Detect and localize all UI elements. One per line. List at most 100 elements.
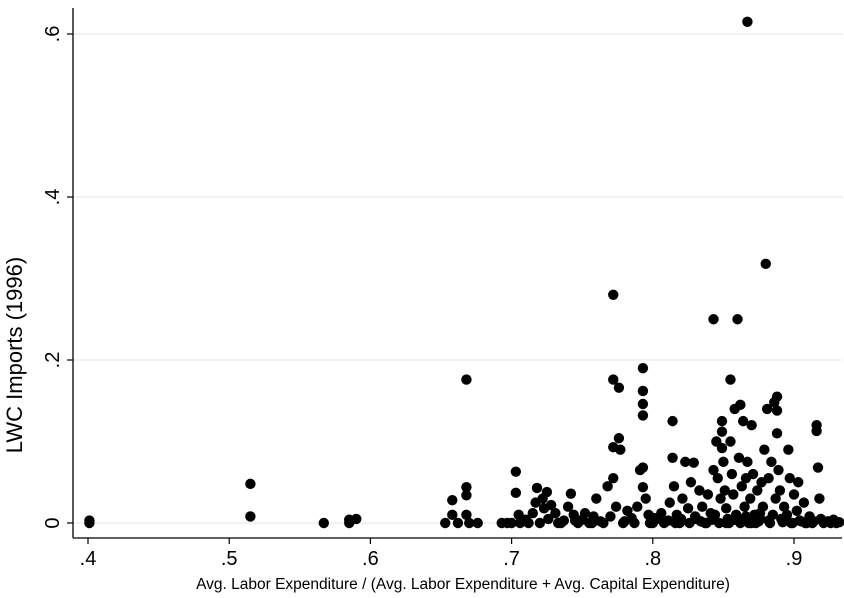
data-point bbox=[716, 442, 728, 454]
data-point bbox=[464, 517, 475, 529]
data-point bbox=[562, 501, 574, 512]
data-point bbox=[763, 472, 774, 484]
data-point bbox=[531, 482, 543, 494]
y-axis-title: LWC Imports (1996) bbox=[2, 257, 27, 453]
data-point bbox=[447, 494, 458, 506]
data-point bbox=[351, 513, 362, 525]
data-point bbox=[732, 314, 743, 325]
data-point bbox=[728, 489, 739, 500]
data-point bbox=[745, 493, 756, 504]
data-point bbox=[682, 503, 694, 514]
data-point bbox=[719, 485, 731, 496]
data-point bbox=[778, 501, 790, 512]
x-tick-label: .9 bbox=[786, 548, 803, 570]
data-point bbox=[746, 517, 757, 529]
data-points bbox=[84, 16, 844, 529]
data-point bbox=[637, 362, 649, 374]
data-point bbox=[737, 415, 749, 427]
y-tick-label: .6 bbox=[42, 26, 64, 43]
data-point bbox=[697, 501, 708, 512]
data-point bbox=[461, 374, 472, 385]
data-point bbox=[543, 513, 554, 525]
data-point bbox=[718, 456, 729, 468]
data-point bbox=[629, 517, 640, 529]
data-point bbox=[675, 513, 687, 525]
data-point bbox=[771, 391, 783, 402]
data-point bbox=[800, 517, 811, 529]
data-point bbox=[733, 452, 745, 463]
data-point bbox=[742, 16, 753, 27]
data-point bbox=[608, 289, 619, 300]
data-point bbox=[668, 481, 680, 492]
data-point bbox=[452, 517, 464, 529]
data-point bbox=[318, 517, 330, 529]
data-point bbox=[545, 499, 557, 511]
x-axis-title: Avg. Labor Expenditure / (Avg. Labor Exp… bbox=[196, 576, 730, 593]
data-point bbox=[637, 481, 649, 493]
data-point bbox=[708, 314, 719, 325]
tick-labels: 0 .2 .4 .6 .4 .5 .6 .7 .8 .9 bbox=[42, 26, 802, 570]
y-tick-label: 0 bbox=[42, 517, 64, 528]
data-point bbox=[788, 489, 800, 500]
data-point bbox=[506, 517, 517, 529]
data-point bbox=[510, 487, 522, 499]
data-point bbox=[685, 477, 697, 488]
data-point bbox=[680, 456, 691, 468]
data-point bbox=[721, 503, 732, 514]
data-point bbox=[771, 428, 783, 439]
data-point bbox=[440, 517, 451, 529]
data-point bbox=[770, 493, 781, 504]
data-point bbox=[793, 477, 804, 488]
data-point bbox=[637, 398, 649, 410]
data-point bbox=[766, 456, 777, 468]
data-point bbox=[811, 425, 822, 437]
y-tick-label: .4 bbox=[42, 189, 64, 206]
data-point bbox=[605, 511, 616, 522]
data-point bbox=[677, 493, 688, 504]
data-point bbox=[688, 457, 699, 468]
data-point bbox=[608, 374, 619, 385]
data-point bbox=[632, 501, 643, 512]
data-point bbox=[798, 497, 810, 508]
data-point bbox=[760, 258, 771, 270]
x-tick-label: .6 bbox=[362, 548, 379, 570]
data-point bbox=[615, 444, 626, 455]
data-point bbox=[774, 485, 786, 496]
data-point bbox=[725, 374, 736, 385]
data-point bbox=[771, 405, 783, 416]
data-point bbox=[245, 511, 256, 522]
data-point bbox=[726, 468, 738, 480]
data-point bbox=[591, 493, 602, 504]
axes bbox=[72, 8, 842, 539]
data-point bbox=[725, 436, 736, 447]
data-point bbox=[761, 403, 773, 415]
data-point bbox=[729, 514, 740, 525]
data-point bbox=[461, 481, 472, 493]
data-point bbox=[649, 512, 660, 524]
data-point bbox=[715, 493, 726, 504]
data-point bbox=[739, 501, 750, 512]
data-point bbox=[784, 472, 795, 484]
data-point bbox=[814, 493, 825, 504]
data-point bbox=[716, 415, 728, 427]
data-point bbox=[245, 478, 256, 490]
data-point bbox=[791, 505, 803, 516]
data-point bbox=[709, 509, 721, 521]
data-point bbox=[667, 452, 678, 463]
data-point bbox=[637, 385, 649, 397]
data-point bbox=[579, 508, 591, 519]
data-point bbox=[777, 516, 788, 528]
x-tick-label: .8 bbox=[644, 548, 661, 570]
data-point bbox=[783, 444, 794, 455]
data-point bbox=[598, 517, 609, 529]
data-point bbox=[833, 516, 844, 528]
data-point bbox=[640, 493, 651, 504]
data-point bbox=[520, 514, 531, 525]
data-point bbox=[754, 508, 766, 519]
data-point bbox=[759, 444, 770, 455]
data-point bbox=[708, 464, 719, 476]
data-point bbox=[752, 485, 763, 496]
data-point bbox=[610, 501, 622, 512]
data-point bbox=[613, 433, 625, 444]
